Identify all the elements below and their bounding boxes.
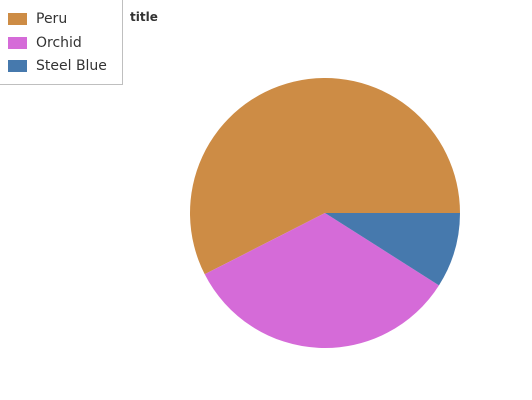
pie-slice-orchid <box>204 213 439 349</box>
legend-swatch-orchid <box>8 37 27 49</box>
legend-swatch-peru <box>8 13 27 25</box>
pie-slice-peru <box>189 78 461 275</box>
legend-item-peru: Peru <box>8 11 67 27</box>
legend: Peru Orchid Steel Blue <box>0 0 123 85</box>
legend-item-orchid: Orchid <box>8 35 82 51</box>
legend-label-peru: Peru <box>36 11 68 27</box>
legend-label-steel-blue: Steel Blue <box>36 58 107 74</box>
pie-slice-steel-blue <box>325 213 460 286</box>
legend-label-orchid: Orchid <box>36 35 82 51</box>
chart-title: title <box>130 10 158 24</box>
legend-item-steel-blue: Steel Blue <box>8 58 107 74</box>
legend-swatch-steel-blue <box>8 60 27 72</box>
